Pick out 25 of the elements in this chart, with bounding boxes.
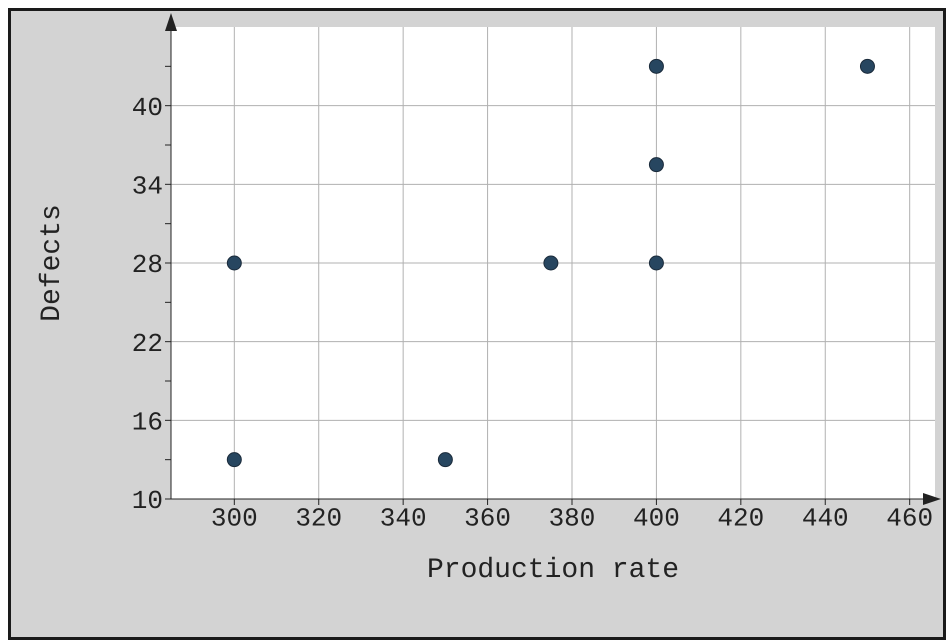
y-axis-title: Defects [36, 204, 68, 322]
x-tick-label: 400 [633, 503, 680, 534]
point [543, 256, 558, 270]
y-tick-label: 10 [132, 486, 163, 516]
point [648, 58, 664, 74]
point [648, 157, 664, 172]
x-tick-label: 320 [295, 503, 342, 534]
x-tick-label: 380 [548, 503, 596, 534]
x-tick-label: 300 [210, 503, 258, 534]
y-tick-label: 16 [132, 408, 163, 438]
point [648, 256, 664, 270]
x-tick-label: 420 [717, 503, 764, 534]
point [226, 256, 242, 270]
x-tick-label: 460 [886, 503, 934, 534]
y-tick-label: 34 [132, 172, 163, 202]
y-tick-label: 40 [132, 92, 163, 123]
x-tick-label: 340 [380, 503, 427, 534]
x-axis-title: Production rate [426, 554, 680, 586]
y-tick-label: 22 [132, 328, 163, 359]
x-tick-label: 360 [464, 503, 511, 534]
point [226, 452, 242, 468]
x-tick-label: 440 [802, 503, 849, 534]
y-tick-label: 28 [132, 250, 163, 280]
point [860, 58, 875, 74]
point [438, 452, 453, 468]
